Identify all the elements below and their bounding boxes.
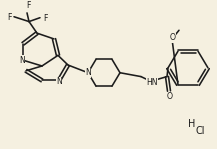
Text: N: N [56, 77, 62, 86]
Text: HN: HN [146, 78, 158, 87]
Text: F: F [8, 13, 12, 22]
Text: N: N [19, 56, 25, 65]
Text: F: F [26, 1, 30, 10]
Text: O: O [167, 92, 173, 101]
Text: F: F [43, 14, 47, 23]
Text: Cl: Cl [195, 126, 205, 136]
Text: N: N [85, 68, 91, 77]
Text: O: O [170, 34, 176, 42]
Text: H: H [188, 119, 196, 129]
